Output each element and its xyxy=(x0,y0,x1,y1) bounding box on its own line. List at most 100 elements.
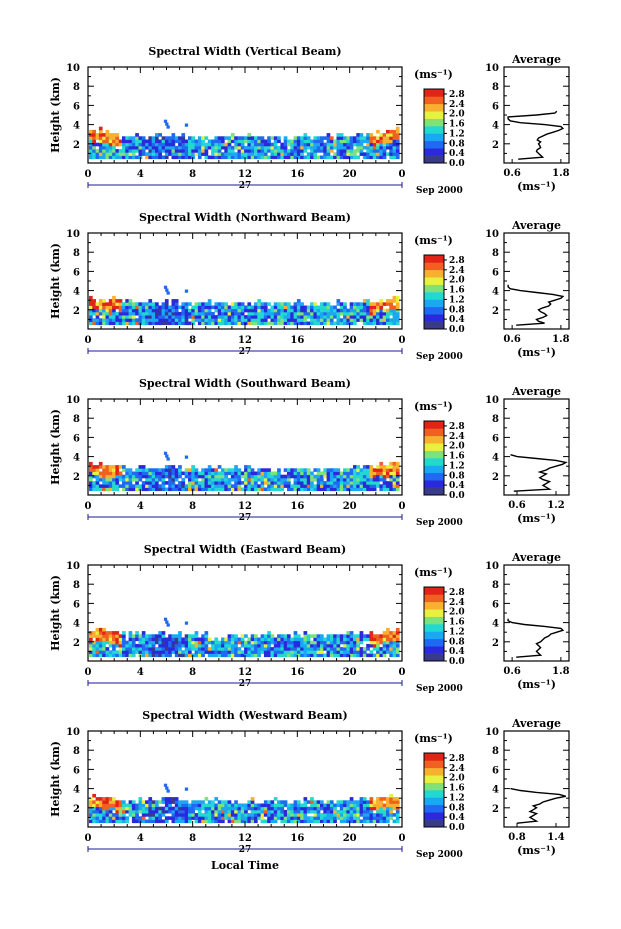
x-tick-label: 4 xyxy=(137,833,144,844)
heatmap-cell xyxy=(336,653,341,658)
heatmap-cell xyxy=(191,471,195,476)
heatmap-cell xyxy=(102,139,106,144)
heatmap-cell xyxy=(108,484,113,488)
heatmap-cell xyxy=(181,650,186,654)
heatmap-cell xyxy=(115,806,120,811)
heatmap-cell xyxy=(260,152,265,156)
heatmap-cell xyxy=(359,800,364,804)
heatmap-cell xyxy=(349,797,354,801)
heatmap-cell xyxy=(138,152,143,156)
heatmap-cell xyxy=(178,481,182,485)
heatmap-cell xyxy=(201,653,205,658)
heatmap-cell xyxy=(204,477,209,482)
heatmap-cell xyxy=(296,318,301,322)
heatmap-cell xyxy=(188,308,192,313)
heatmap-cell xyxy=(382,136,387,140)
heatmap-cell xyxy=(329,471,334,476)
heatmap-cell xyxy=(362,816,367,820)
heatmap-cell xyxy=(366,299,370,303)
heatmap-cell xyxy=(164,653,169,658)
heatmap-cell xyxy=(323,468,327,472)
heatmap-cell xyxy=(230,152,235,156)
heatmap-cell xyxy=(204,797,209,801)
heatmap-cell xyxy=(128,155,133,160)
heatmap-cell xyxy=(201,315,205,319)
heatmap-cell xyxy=(128,634,133,638)
heatmap-cell xyxy=(98,133,103,137)
heatmap-cell xyxy=(376,634,380,638)
heatmap-cell xyxy=(254,650,258,654)
heatmap-cell xyxy=(181,637,186,642)
heatmap-cell xyxy=(280,650,285,654)
heatmap-cell xyxy=(389,321,393,326)
heatmap-cell xyxy=(320,484,324,488)
heatmap-cell xyxy=(293,484,298,488)
heatmap-cell xyxy=(131,318,136,322)
heatmap-cell xyxy=(320,155,324,160)
x-tick-label: 0.8 xyxy=(508,832,525,843)
heatmap-cell xyxy=(339,481,344,485)
heatmap-cell xyxy=(105,487,110,492)
heatmap-cell xyxy=(214,308,219,313)
heatmap-cell xyxy=(386,640,390,645)
heatmap-cell xyxy=(257,484,261,488)
heatmap-cell xyxy=(247,133,252,137)
heatmap-cell xyxy=(131,474,136,479)
heatmap-cell xyxy=(95,302,100,306)
heatmap-cell xyxy=(207,650,212,654)
heatmap-cell xyxy=(194,647,199,651)
heatmap-cell xyxy=(168,797,172,801)
heatmap-cell xyxy=(353,640,357,645)
heatmap-cell xyxy=(260,308,265,313)
heatmap-cell xyxy=(237,315,242,319)
heatmap-cell xyxy=(316,145,321,150)
heatmap-cell xyxy=(316,474,321,479)
heatmap-cell xyxy=(92,129,96,134)
heatmap-cell xyxy=(247,302,252,306)
heatmap-cell xyxy=(250,155,255,160)
heatmap-cell xyxy=(174,136,179,140)
heatmap-cell xyxy=(89,650,93,654)
heatmap-cell xyxy=(366,474,370,479)
heatmap-cell xyxy=(303,650,308,654)
heatmap-cell xyxy=(277,647,281,651)
heatmap-cell xyxy=(148,634,153,638)
heatmap-cell xyxy=(112,640,116,645)
heatmap-cell xyxy=(135,321,139,326)
date-label: Sep 2000 xyxy=(416,684,463,694)
heatmap-cell xyxy=(306,800,311,804)
heatmap-cell xyxy=(254,806,258,811)
heatmap-cell xyxy=(376,797,380,801)
heatmap-cell xyxy=(353,634,357,638)
heatmap-cell xyxy=(389,803,393,808)
heatmap-cell xyxy=(395,627,400,632)
heatmap-cell xyxy=(290,474,294,479)
heatmap-cell xyxy=(339,647,344,651)
heatmap-cell xyxy=(165,288,169,292)
heatmap-cell xyxy=(339,152,344,156)
heatmap-cell xyxy=(250,142,255,147)
heatmap-cell xyxy=(310,647,314,651)
heatmap-cell xyxy=(92,481,96,485)
heatmap-cell xyxy=(89,129,93,134)
heatmap-cell xyxy=(181,484,186,488)
heatmap-cell xyxy=(263,819,268,824)
heatmap-cell xyxy=(237,145,242,150)
heatmap-cell xyxy=(244,487,248,492)
heatmap-cell xyxy=(141,806,146,811)
panel-title: Spectral Width (Southward Beam) xyxy=(139,377,351,390)
heatmap-cell xyxy=(118,653,123,658)
heatmap-cell xyxy=(108,468,113,472)
heatmap-cell xyxy=(230,305,235,310)
heatmap-cell xyxy=(105,647,110,651)
heatmap-cell xyxy=(263,813,268,817)
heatmap-cell xyxy=(280,816,285,820)
heatmap-cell xyxy=(339,318,344,322)
heatmap-cell xyxy=(283,468,288,472)
heatmap-cell xyxy=(125,487,129,492)
x-tick-label: 12 xyxy=(238,169,252,180)
colorbar-tick-label: 2.4 xyxy=(449,598,465,608)
heatmap-cell xyxy=(392,650,397,654)
heatmap-cell xyxy=(171,637,176,642)
colorbar-tick-label: 0.4 xyxy=(449,149,465,159)
